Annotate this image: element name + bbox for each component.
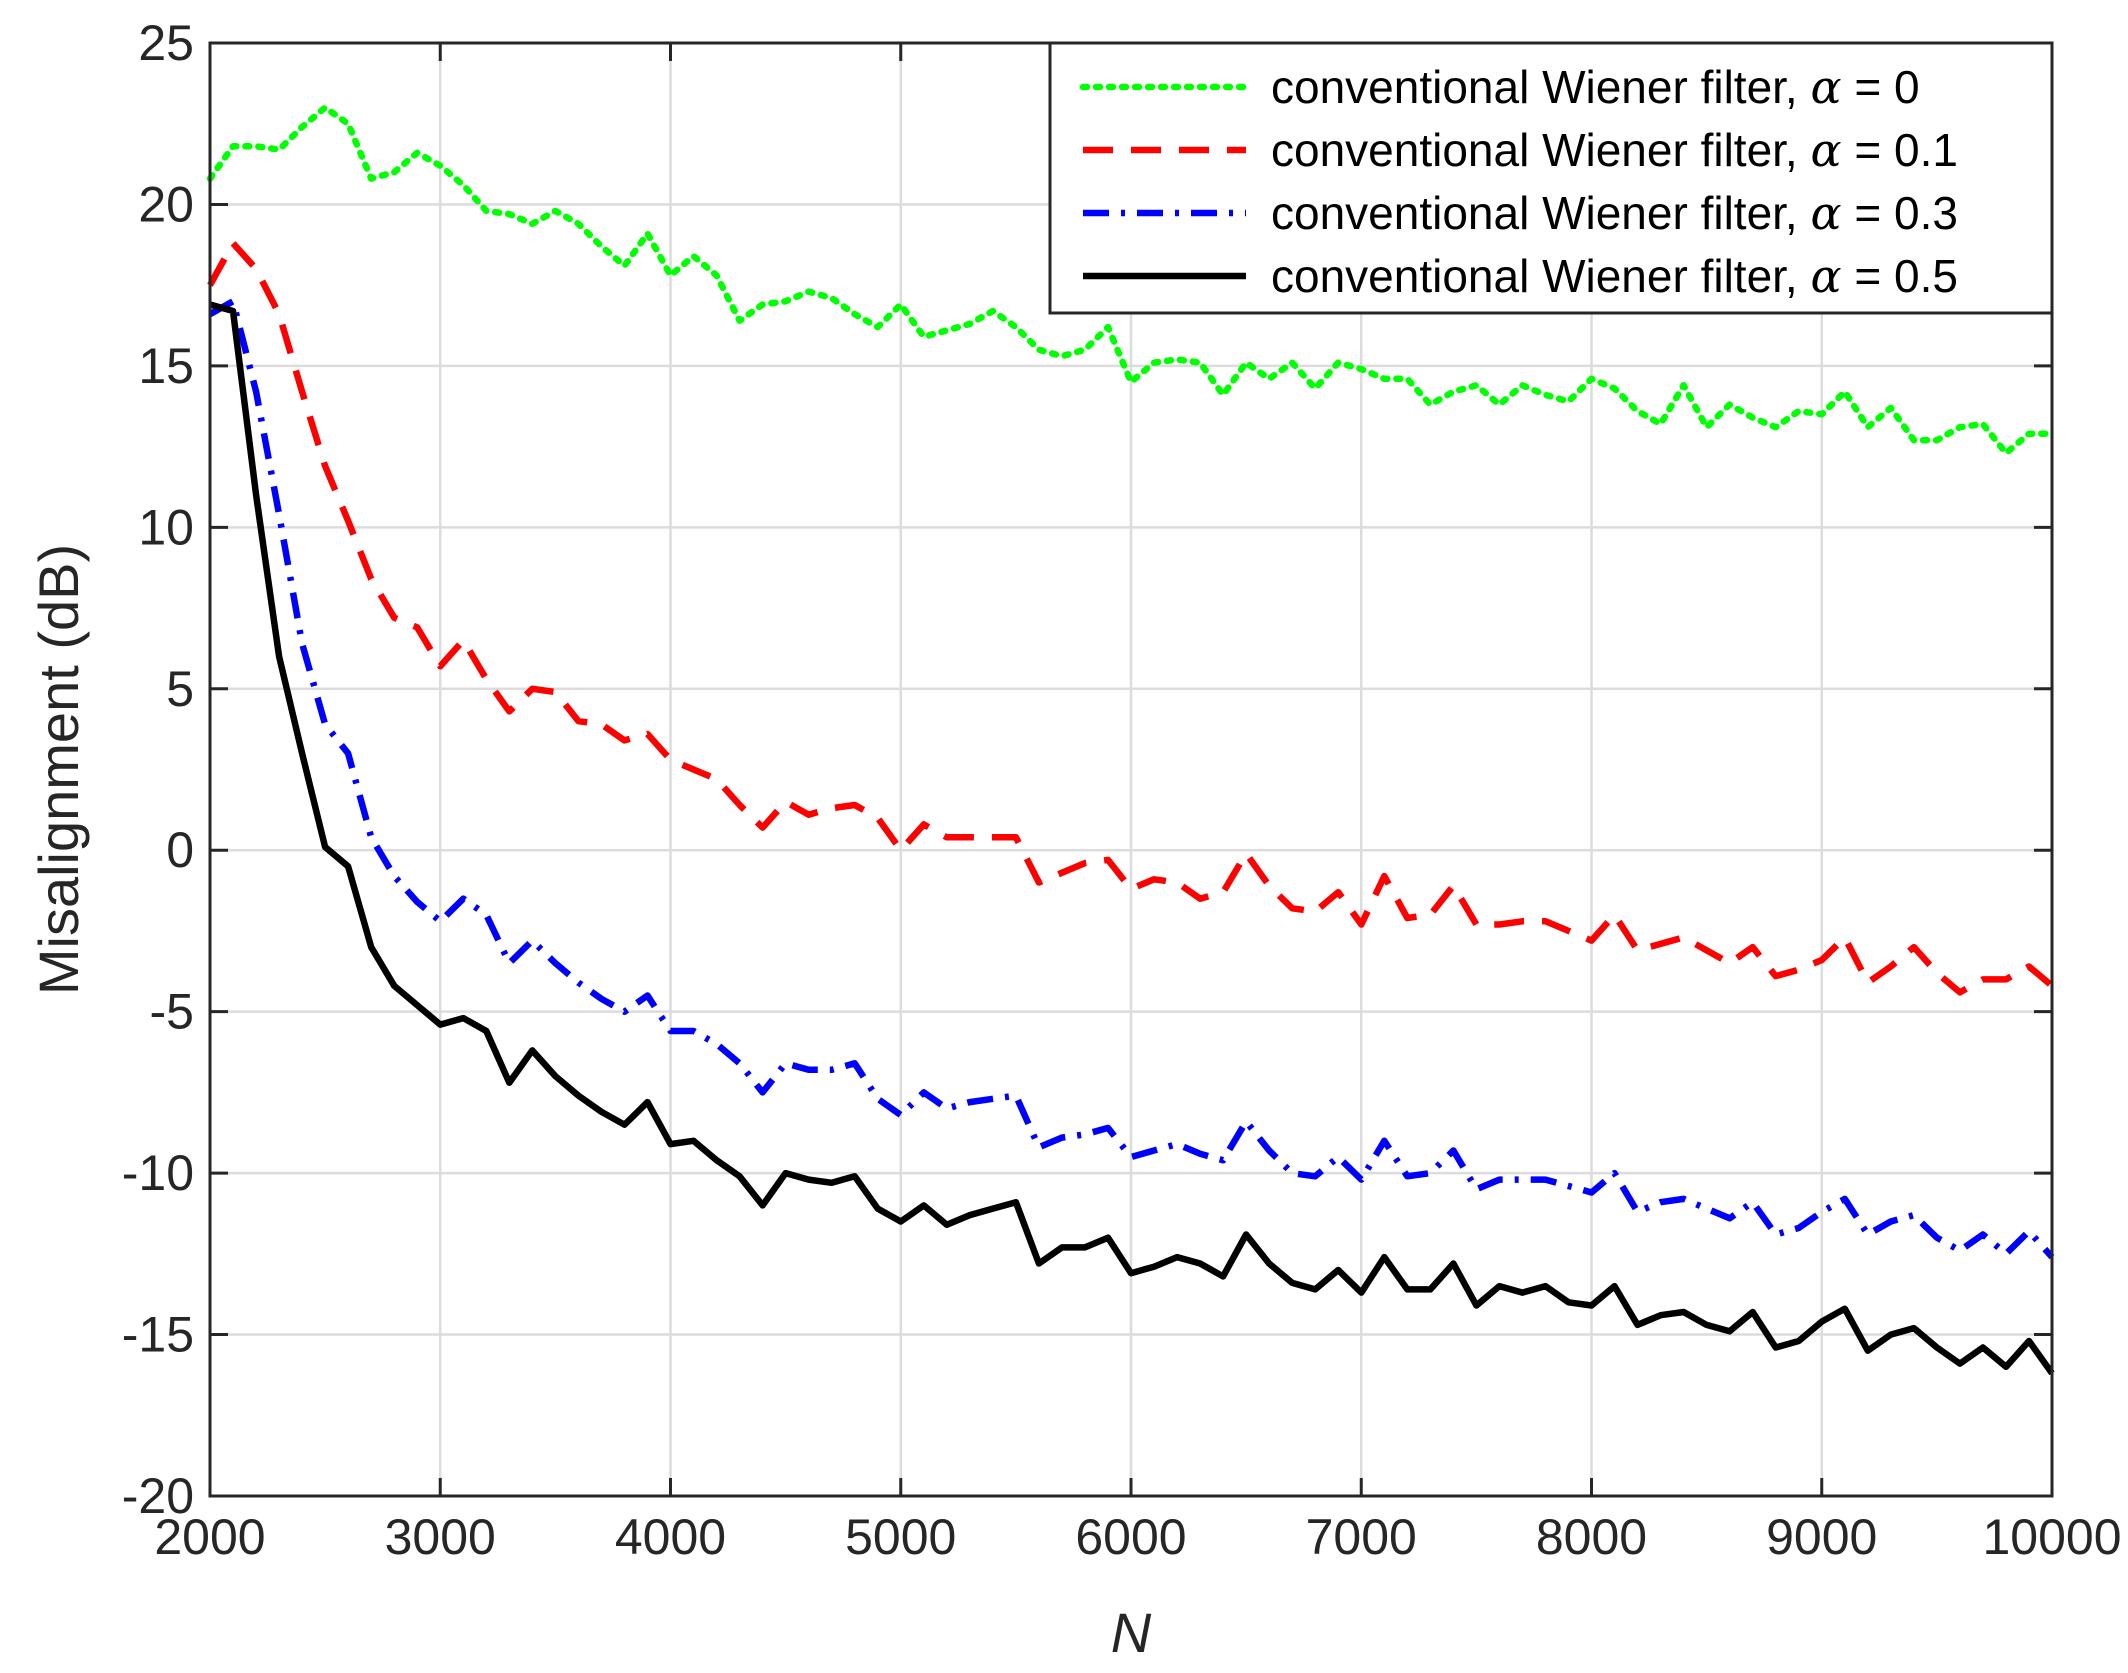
legend-alpha-value: = 0.5 (1842, 250, 1958, 302)
series-line-2 (208, 298, 2055, 1260)
legend-alpha-value: = 0 (1842, 61, 1920, 113)
y-tick-label: -10 (122, 1145, 194, 1201)
y-tick-label: 5 (166, 661, 194, 717)
y-tick-label: 20 (138, 176, 194, 232)
legend-alpha-symbol: α (1811, 123, 1842, 177)
x-tick-label: 7000 (1306, 1509, 1417, 1565)
y-tick-label: -5 (150, 984, 194, 1040)
y-tick-label: -20 (122, 1468, 194, 1524)
legend-label-0: conventional Wiener filter, α = 0 (1271, 60, 1920, 114)
y-tick-label: 0 (166, 822, 194, 878)
series-line-3 (209, 301, 2055, 1376)
series-line-1 (207, 239, 2055, 996)
x-tick-label: 2000 (154, 1509, 265, 1565)
x-tick-label: 4000 (615, 1509, 726, 1565)
y-tick-label: 15 (138, 338, 194, 394)
legend-alpha-value: = 0.1 (1842, 124, 1958, 176)
y-tick-label: 25 (138, 15, 194, 71)
tick-labels: 2000 3000 4000 5000 6000 7000 8000 9000 10000 25 2… (122, 15, 2122, 1565)
legend-name: conventional Wiener filter, (1271, 187, 1811, 239)
y-tick-label: 10 (138, 499, 194, 555)
y-axis-title: Misalignment (dB) (27, 544, 90, 995)
legend-label-3: conventional Wiener filter, α = 0.5 (1271, 249, 1958, 303)
x-tick-label: 5000 (845, 1509, 956, 1565)
legend-name: conventional Wiener filter, (1271, 124, 1811, 176)
series-layer (206, 104, 2056, 1376)
x-tick-label: 9000 (1766, 1509, 1877, 1565)
legend-alpha-symbol: α (1811, 60, 1842, 114)
x-tick-label: 3000 (385, 1509, 496, 1565)
legend: conventional Wiener filter, α = 0convent… (1048, 41, 2054, 315)
legend-alpha-value: = 0.3 (1842, 187, 1958, 239)
legend-label-1: conventional Wiener filter, α = 0.1 (1271, 123, 1958, 177)
legend-name: conventional Wiener filter, (1271, 61, 1811, 113)
x-tick-label: 10000 (1982, 1509, 2121, 1565)
legend-label-2: conventional Wiener filter, α = 0.3 (1271, 186, 1958, 240)
x-tick-label: 6000 (1075, 1509, 1186, 1565)
legend-alpha-symbol: α (1811, 249, 1842, 303)
x-axis-title: N (1111, 1601, 1152, 1664)
legend-alpha-symbol: α (1811, 186, 1842, 240)
x-tick-label: 8000 (1536, 1509, 1647, 1565)
legend-name: conventional Wiener filter, (1271, 250, 1811, 302)
y-tick-label: -15 (122, 1307, 194, 1363)
